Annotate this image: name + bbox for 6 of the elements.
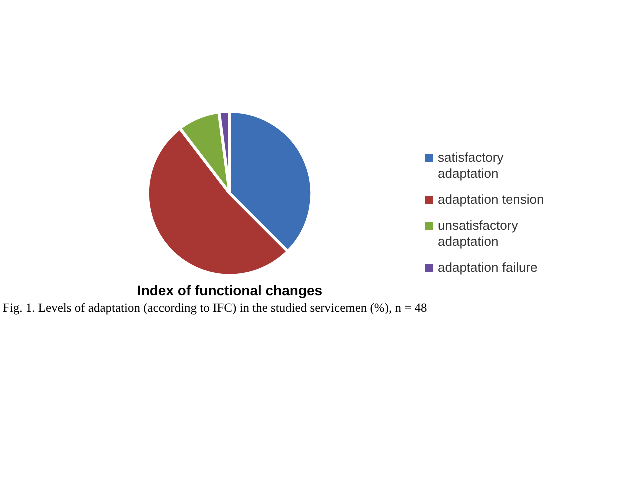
- legend-label: adaptation failure: [438, 260, 538, 276]
- caption: Fig. 1. Levels of adaptation (according to IFC) in the studied servicemen (%), n = 48: [3, 301, 428, 316]
- legend-label: unsatisfactory adaptation: [438, 218, 520, 250]
- legend-label: satisfactory adaptation: [438, 150, 505, 182]
- legend-label: adaptation tension: [438, 192, 544, 208]
- text: Index of functional changes: [137, 282, 323, 298]
